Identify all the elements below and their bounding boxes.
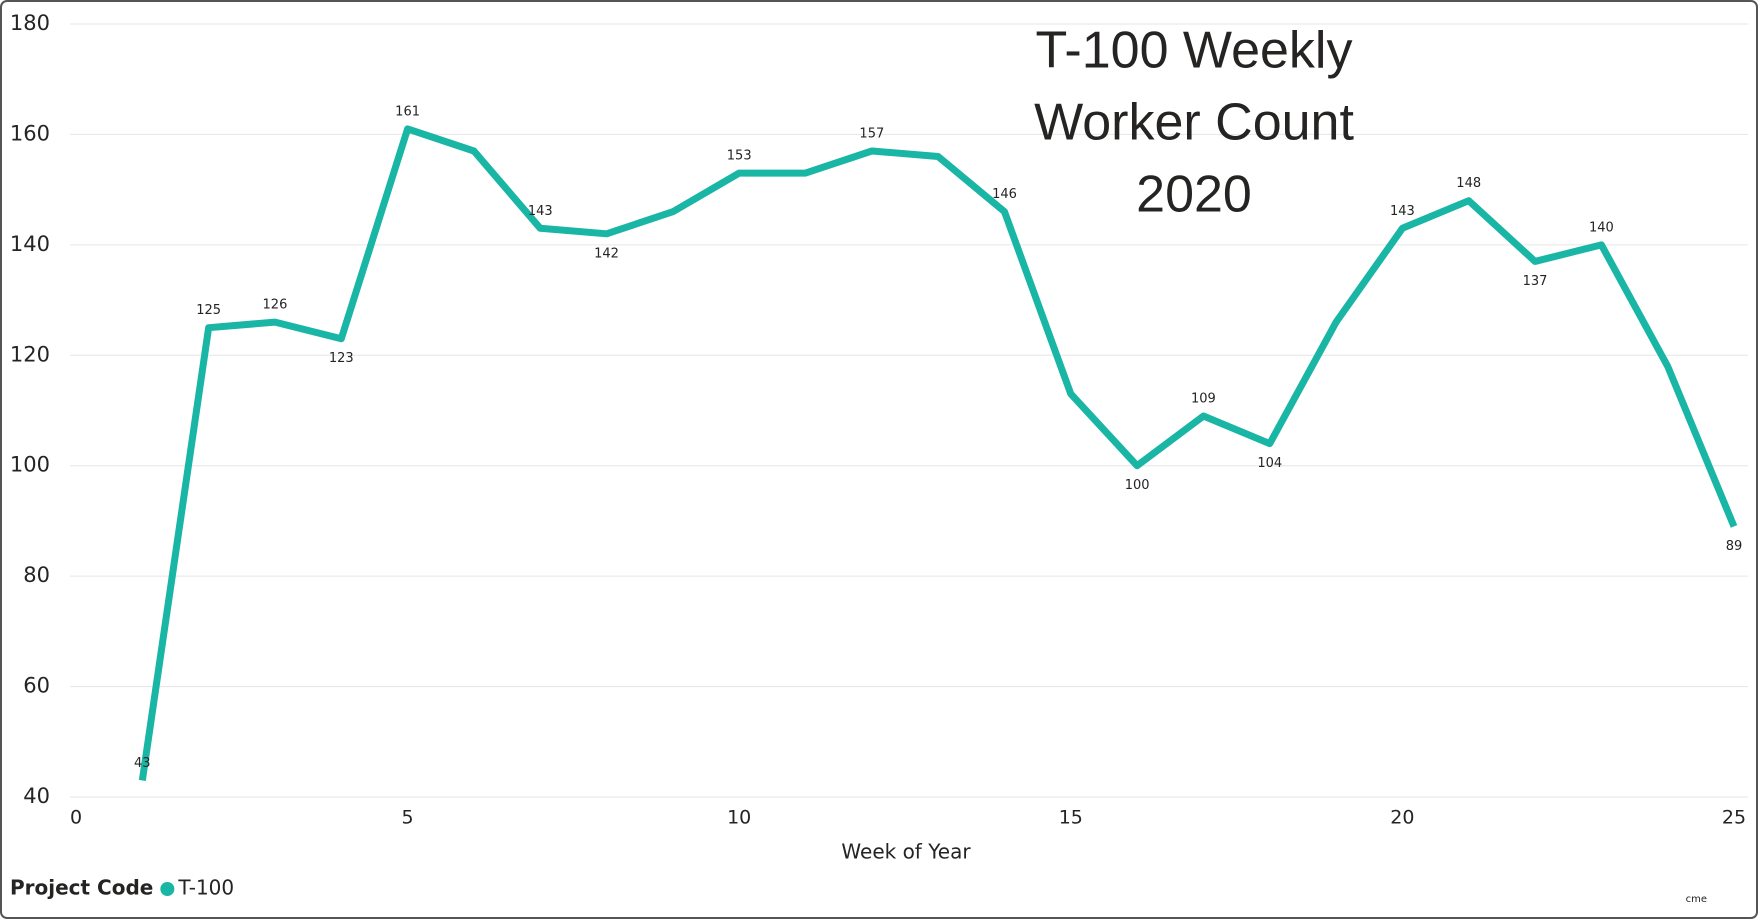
data-label: 157 xyxy=(859,126,884,141)
data-label: 125 xyxy=(196,303,221,318)
chart-title: 2020 xyxy=(1136,166,1252,224)
data-label: 137 xyxy=(1523,274,1548,289)
x-tick-label: 25 xyxy=(1722,807,1746,829)
data-label: 153 xyxy=(727,149,752,164)
data-label: 143 xyxy=(1390,204,1415,219)
data-label: 146 xyxy=(992,187,1017,202)
chart-title: T-100 Weekly xyxy=(1036,22,1353,80)
legend-swatch xyxy=(160,882,175,896)
y-tick-label: 160 xyxy=(10,121,50,145)
data-label: 148 xyxy=(1456,176,1481,191)
x-tick-label: 15 xyxy=(1059,807,1083,829)
y-tick-label: 140 xyxy=(10,232,50,256)
data-label: 140 xyxy=(1589,220,1614,235)
y-tick-label: 60 xyxy=(23,674,50,698)
legend-title: Project Code xyxy=(10,876,153,900)
data-label: 109 xyxy=(1191,392,1216,407)
line xyxy=(138,125,1738,781)
data-label: 126 xyxy=(263,298,288,313)
x-tick-label: 20 xyxy=(1390,807,1414,829)
y-tick-label: 180 xyxy=(10,11,50,35)
y-tick-label: 100 xyxy=(10,453,50,477)
data-label: 89 xyxy=(1726,539,1743,554)
data-label: 143 xyxy=(528,204,553,219)
chart-title: Worker Count xyxy=(1034,94,1354,152)
grid xyxy=(70,23,1748,798)
marks: 43 125 126 123 161 143 142 153 157 146 100 109 104 14… xyxy=(134,104,1743,781)
x-tick-label: 5 xyxy=(402,807,414,829)
x-axis-label: Week of Year xyxy=(841,840,971,864)
y-tick-label: 120 xyxy=(10,342,50,366)
data-label: 142 xyxy=(594,246,619,261)
data-label: 161 xyxy=(395,104,420,119)
y-tick-label: 40 xyxy=(23,784,50,808)
legend-label: T-100 xyxy=(177,876,234,900)
y-tick-label: 80 xyxy=(23,563,50,587)
x-tick-label: 0 xyxy=(70,807,82,829)
data-label: 43 xyxy=(134,756,151,771)
footnote: cme xyxy=(1686,894,1707,905)
data-label: 104 xyxy=(1257,456,1282,471)
data-label: 123 xyxy=(329,351,354,366)
x-tick-label: 10 xyxy=(727,807,751,829)
data-label: 100 xyxy=(1125,478,1150,493)
